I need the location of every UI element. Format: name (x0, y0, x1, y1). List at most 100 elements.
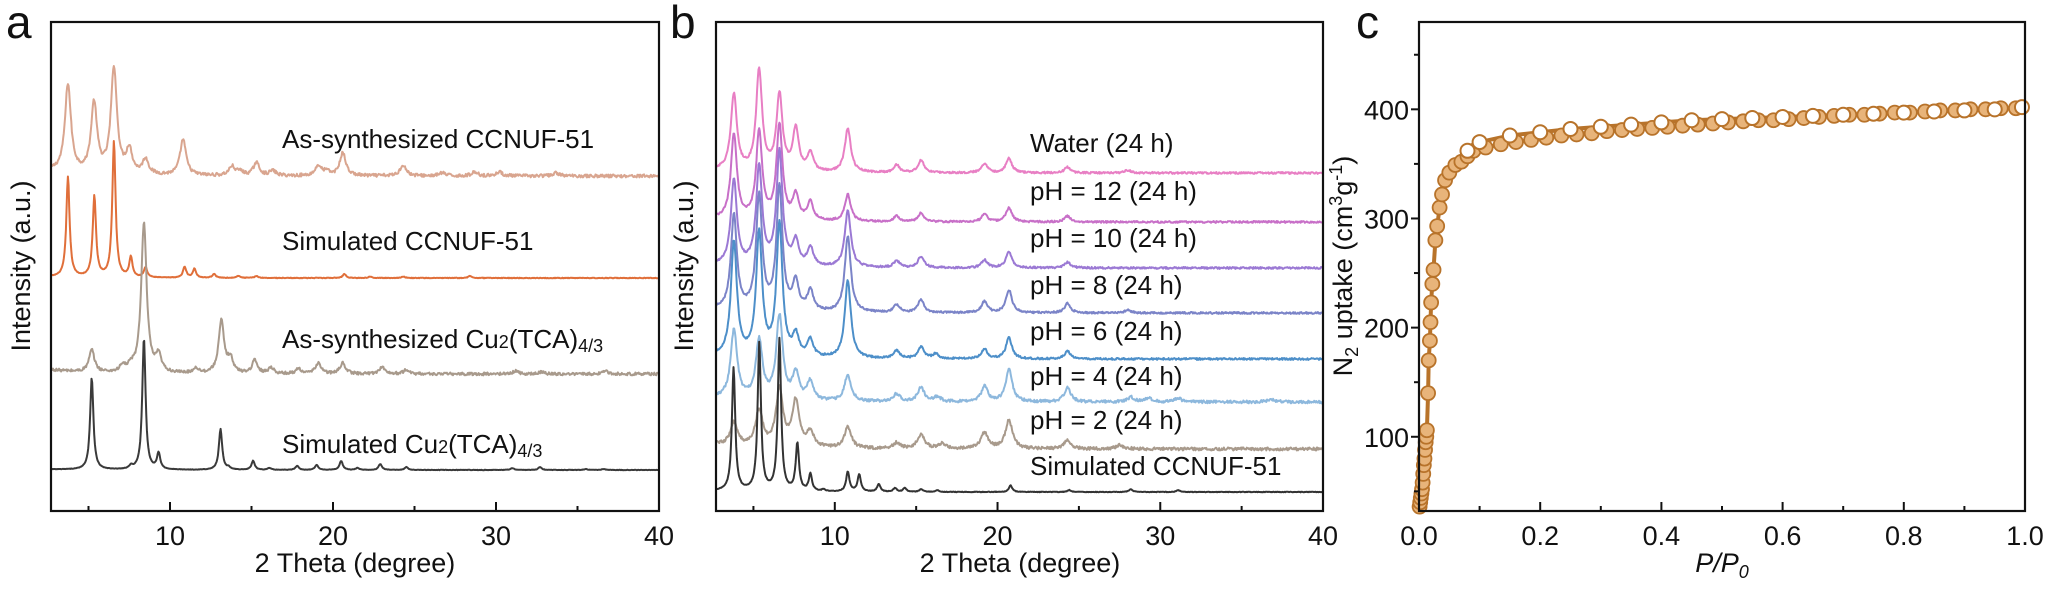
x-tick-label: 0.6 (1764, 521, 1802, 551)
trace-label-main: Simulated Cu (282, 429, 438, 459)
desorption-point (1774, 108, 1791, 125)
desorption-point (1986, 101, 2003, 118)
x-title-main: P/P (1695, 548, 1739, 578)
panel-a-traces (50, 65, 660, 472)
adsorption-point (1427, 232, 1444, 249)
x-tick-label: 1.0 (2006, 521, 2044, 551)
desorption-point (1926, 103, 1943, 120)
trace-label-tail: (TCA) (509, 324, 578, 354)
x-tick-label: 30 (481, 521, 511, 551)
trace-label-tail: (TCA) (448, 429, 517, 459)
trace-ph-6-24-h- (715, 219, 1324, 361)
x-tick-label: 30 (1145, 521, 1175, 551)
trace-water-24-h- (715, 66, 1324, 175)
trace-label: As-synthesized Cu2(TCA)4/3 (282, 324, 603, 356)
y-title-sub: 2 (1342, 347, 1362, 357)
panel-a-x-axis: 10 20 30 40 (87, 502, 674, 551)
panel-letter-b: b (670, 0, 696, 48)
adsorption-point (1425, 261, 1442, 278)
adsorption-point (1429, 218, 1446, 235)
trace-label: Simulated Cu2(TCA)4/3 (282, 429, 542, 461)
desorption-point (1683, 112, 1700, 129)
trace-ph-12-24-h- (715, 121, 1324, 224)
adsorption-point (1431, 199, 1448, 216)
x-tick-label: 0.4 (1643, 521, 1681, 551)
x-tick-label: 0.0 (1400, 521, 1438, 551)
desorption-point (1835, 106, 1852, 123)
desorption-point (1532, 124, 1549, 141)
adsorption-line (1417, 106, 2016, 507)
x-tick-label: 10 (820, 521, 850, 551)
panel-b: b Water (24 h) pH = 12 (24 h) pH = 10 (24 … (669, 0, 1338, 578)
panel-b-trace-labels: Water (24 h) pH = 12 (24 h) pH = 10 (24 h)… (1030, 128, 1281, 481)
desorption-point (1592, 118, 1609, 135)
trace-as-synthesized-ccnuf-51 (50, 65, 660, 179)
adsorption-point (1422, 314, 1439, 331)
adsorption-point (1420, 352, 1437, 369)
panel-a: a As-synthesized CCNUF-51 Simulated CCNUF… (6, 0, 674, 578)
trace-label-sub: 2 (499, 332, 509, 352)
trace-label: Simulated CCNUF-51 (282, 226, 533, 256)
x-tick-label: 40 (1308, 521, 1338, 551)
trace-ph-10-24-h- (715, 146, 1324, 270)
x-tick-label: 20 (318, 521, 348, 551)
panel-letter-a: a (6, 0, 32, 48)
panel-a-x-axis-title: 2 Theta (degree) (255, 548, 456, 578)
adsorption-point (1423, 294, 1440, 311)
trace-label-sub: 2 (438, 437, 448, 457)
trace-label: pH = 12 (24 h) (1030, 176, 1197, 206)
desorption-point (1865, 105, 1882, 122)
trace-label: As-synthesized CCNUF-51 (282, 124, 594, 154)
trace-label: Simulated CCNUF-51 (1030, 451, 1281, 481)
desorption-point (1623, 116, 1640, 133)
trace-label: Water (24 h) (1030, 128, 1174, 158)
adsorption-point (1434, 186, 1450, 203)
trace-ph-2-24-h- (715, 384, 1324, 452)
x-tick-label: 20 (983, 521, 1013, 551)
trace-as-synthesized-cu2-tca-4-3 (50, 221, 660, 377)
y-tick-label: 100 (1364, 423, 1409, 453)
trace-simulated-cu2-tca-4-3 (50, 339, 660, 472)
x-tick-label: 40 (644, 521, 674, 551)
y-tick-label: 400 (1364, 95, 1409, 125)
panel-c-axes: 0.0 0.2 0.4 0.6 0.8 1.0 100 200 300 400 (1364, 53, 2044, 551)
desorption-point (1471, 134, 1488, 151)
x-title-sub: 0 (1739, 562, 1749, 582)
trace-simulated-ccnuf-51 (50, 140, 660, 280)
x-tick-label: 10 (155, 521, 185, 551)
desorption-point (1653, 114, 1670, 131)
y-title-part: g (1328, 181, 1358, 196)
y-title-part: uptake (cm (1328, 206, 1358, 347)
panel-a-trace-labels: As-synthesized CCNUF-51 Simulated CCNUF-5… (282, 124, 603, 461)
adsorption-point (1422, 332, 1438, 349)
desorption-point (1744, 110, 1761, 127)
panel-b-y-axis-title: Intensity (a.u.) (669, 180, 699, 351)
panel-a-y-axis-title: Intensity (a.u.) (6, 180, 36, 351)
desorption-point (1895, 104, 1912, 121)
x-tick-label: 0.8 (1885, 521, 1923, 551)
trace-simulated-ccnuf-51 (715, 336, 1324, 494)
panel-c-x-axis-title: P/P0 (1695, 548, 1749, 582)
trace-ph-4-24-h- (715, 313, 1324, 405)
adsorption-point (1424, 276, 1441, 292)
x-tick-label: 0.2 (1521, 521, 1559, 551)
panel-b-plot-frame (714, 20, 1325, 513)
trace-label-main: As-synthesized Cu (282, 324, 499, 354)
panel-a-plot-frame (49, 20, 661, 513)
panel-c-y-axis-title: N2 uptake (cm3g-1) (1326, 156, 1362, 377)
y-title-part: ) (1328, 156, 1358, 165)
y-tick-label: 200 (1364, 314, 1409, 344)
panel-c: c 0.0 0.2 0.4 0.6 0.8 1.0 100 200 300 400 P/P0 N2… (1326, 0, 2044, 582)
trace-label: pH = 6 (24 h) (1030, 316, 1182, 346)
y-title-part: N (1328, 357, 1358, 377)
panel-b-x-axis: 10 20 30 40 (752, 502, 1338, 551)
desorption-point (1562, 120, 1579, 137)
y-title-sup: 3 (1326, 196, 1346, 206)
desorption-point (1459, 142, 1476, 159)
desorption-point (1804, 107, 1821, 124)
panel-c-plot-frame (1417, 20, 2027, 513)
panel-b-traces (715, 66, 1324, 494)
y-title-sup: -1 (1326, 165, 1346, 181)
adsorption-point (1420, 385, 1436, 402)
